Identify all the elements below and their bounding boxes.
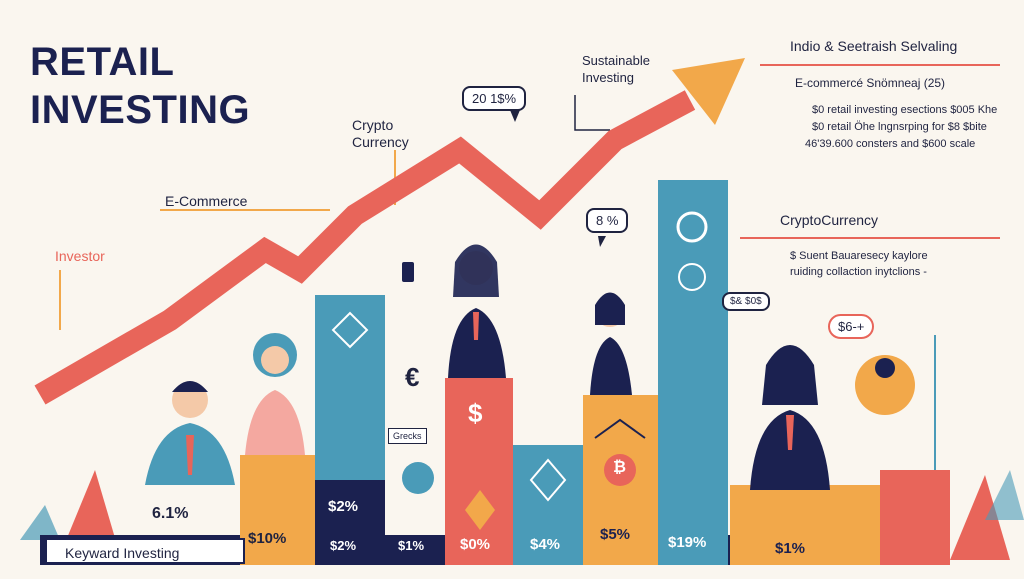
bitcoin-symbol: ₿: [613, 459, 627, 476]
callout-pin: $6-+: [828, 314, 875, 339]
decor-triangle: [20, 505, 60, 540]
stat-line-3: 46'39.600 consters and $600 scale: [805, 138, 976, 150]
heading-top-right: Indio & Seetraish Selvaling: [790, 38, 958, 54]
callout-top: 20 1$%: [462, 86, 527, 111]
label-ecommerce: E-Commerce: [165, 193, 248, 209]
chevron-up-icon: [594, 418, 646, 439]
bar-2-base: [315, 480, 385, 565]
label-cryptocurrency: CryptoCurrency: [780, 212, 879, 228]
page-title: RETAIL INVESTING: [30, 40, 251, 132]
bar-3: [445, 378, 513, 565]
bar-4: [513, 445, 583, 565]
coin-icon: [402, 462, 434, 494]
keyword-label: Keyward Investing: [45, 538, 245, 564]
person-body: [590, 337, 632, 395]
label-investor: Investor: [55, 248, 105, 264]
callout-small: $& $0$: [722, 292, 770, 311]
person-body: [448, 308, 506, 378]
avatar-icon: [855, 355, 915, 415]
decor-triangle: [950, 475, 1010, 560]
ecommerce-note: E-commercé Snömneaj (25): [795, 76, 946, 90]
stat-line-1: $0 retail investing esections $005 Khe: [812, 104, 998, 116]
bar-value-9: $1%: [775, 540, 806, 557]
growth-arrow-head: [672, 58, 745, 125]
bar-value-1: $10%: [248, 530, 287, 547]
bar-8: [880, 470, 950, 565]
side-stat: 6.1%: [152, 505, 189, 522]
label-sustainable-investing: Sustainable Investing: [582, 53, 650, 85]
bar-value-2: $2%: [328, 498, 359, 515]
leader-line: [574, 95, 610, 131]
diamond-icon: [465, 490, 495, 530]
decor-triangle: [985, 470, 1024, 520]
arrow-up-icon: [678, 263, 706, 291]
callout-mid: 8 %: [586, 208, 629, 233]
bar-value-7: $5%: [600, 526, 631, 543]
phone-icon: [402, 262, 414, 282]
bar-value-3: $2%: [330, 538, 357, 553]
euro-symbol: €: [405, 362, 420, 392]
decor-triangle: [60, 470, 120, 555]
bar-1: [240, 455, 315, 565]
dollar-symbol: $: [468, 398, 483, 428]
coin-icon: [676, 211, 708, 243]
bar-value-4: $1%: [398, 538, 425, 553]
diamond-icon: [529, 458, 567, 502]
bar-value-6: $4%: [530, 536, 561, 553]
bar-value-8: $19%: [668, 534, 707, 551]
bar-7: [730, 485, 880, 565]
bar-value-5: $0%: [460, 536, 491, 553]
label-crypto-currency: Crypto Currency: [352, 117, 409, 150]
label-grecks: Grecks: [388, 428, 427, 444]
stat-line-2: $0 retail Öhe lngnsrping for $8 $bite: [812, 121, 987, 133]
growth-arrow-line: [34, 90, 696, 405]
bitcoin-icon: [604, 454, 636, 486]
bar-6: [658, 180, 728, 565]
diamond-icon: [331, 311, 369, 349]
crypto-note-2: ruiding collaction inytclions -: [790, 266, 927, 278]
crypto-note-1: $ Suent Bauaresecy kaylore: [790, 250, 928, 262]
person-body: [245, 390, 305, 455]
